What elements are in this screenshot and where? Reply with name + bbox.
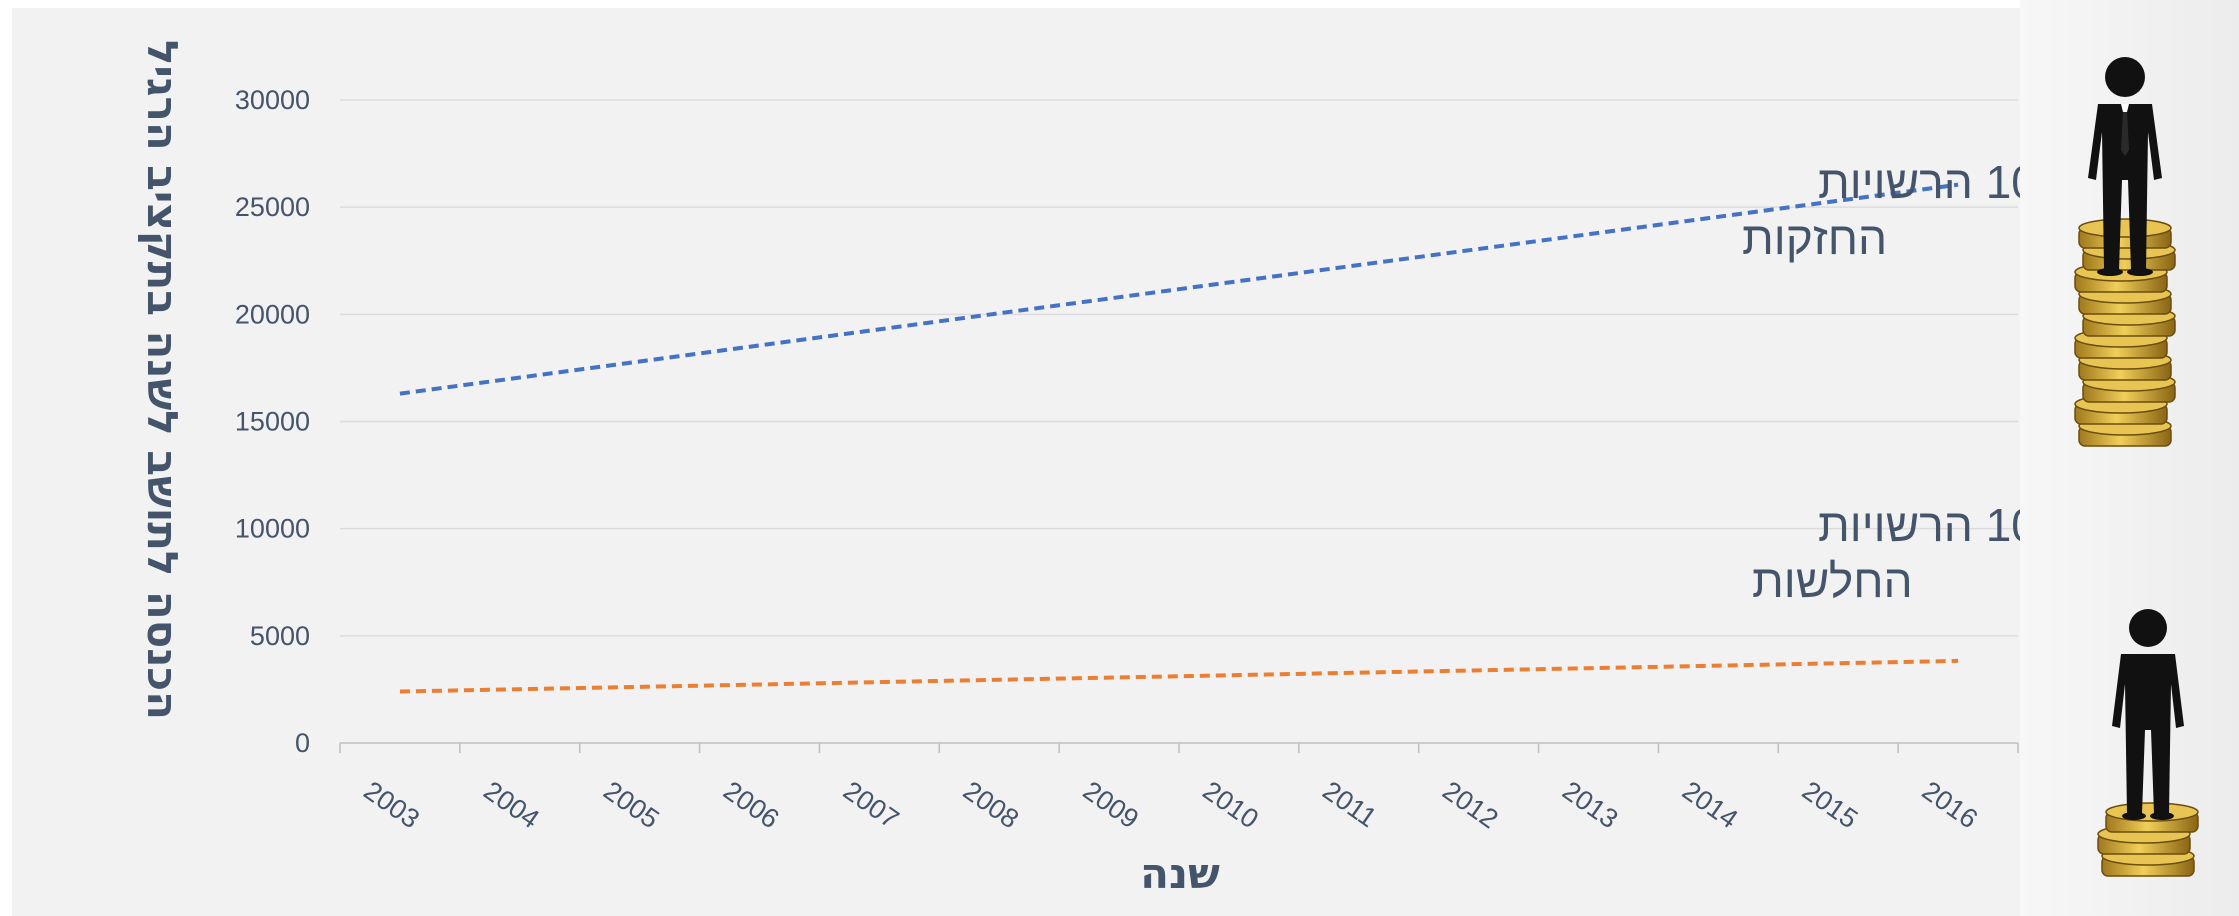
businessman-figure: [2088, 57, 2162, 276]
y-tick-label: 10000: [235, 514, 310, 544]
axes: [339, 742, 2019, 753]
annotation-strong-line2: החזקות: [1742, 212, 1887, 264]
annotation-strong-line1: 10 הרשויות: [1818, 156, 2020, 208]
x-tick-label: 2007: [838, 775, 904, 834]
x-tick-label: 2006: [718, 775, 784, 834]
x-tick-label: 2013: [1557, 775, 1623, 834]
x-axis-title: שנה: [1140, 849, 1220, 898]
short-coin-stack: [2097, 802, 2199, 877]
businessman-on-tall-coin-stack-icon: [2074, 57, 2176, 447]
annotation-weak-line1: 10 הרשויות: [1818, 499, 2020, 551]
man-figure: [2112, 609, 2184, 820]
illustration-panel: [2020, 0, 2239, 916]
annotation-strong: 10 הרשויות החזקות: [1742, 156, 2020, 264]
x-tick-label: 2010: [1197, 775, 1263, 834]
x-tick-label: 2016: [1917, 775, 1983, 834]
series-line-1: [399, 658, 1959, 694]
gridlines: [340, 99, 2018, 637]
y-tick-label: 20000: [235, 299, 310, 329]
y-tick-label: 5000: [250, 621, 310, 651]
coin-top: [2105, 802, 2199, 822]
x-tick-label: 2015: [1797, 775, 1863, 834]
annotation-weak: 10 הרשויות החלשות: [1752, 499, 2020, 607]
tall-coin-stack: [2074, 218, 2176, 447]
x-tick-label: 2008: [958, 775, 1024, 834]
series-lines: [399, 182, 1959, 694]
y-tick-label: 0: [295, 728, 310, 758]
y-tick-label: 25000: [235, 192, 310, 222]
coin-top: [2078, 218, 2172, 238]
tick-labels: 0 5000 10000 15000 20000 25000 30000 2003 2004 20…: [235, 85, 1983, 834]
y-tick-label: 30000: [235, 85, 310, 115]
x-tick-label: 2014: [1677, 775, 1743, 834]
series-line-0: [399, 182, 1959, 396]
x-tick-label: 2012: [1437, 775, 1503, 834]
x-tick-label: 2011: [1317, 775, 1382, 833]
man-on-short-coin-stack-icon: [2097, 609, 2199, 877]
line-chart: 0 5000 10000 15000 20000 25000 30000 2003 2004 20…: [138, 40, 2020, 898]
x-tick-label: 2005: [598, 775, 664, 834]
y-tick-label: 15000: [235, 407, 310, 437]
chart-panel: [12, 8, 2020, 916]
x-tick-label: 2009: [1078, 775, 1144, 834]
annotation-weak-line2: החלשות: [1752, 555, 1913, 607]
x-tick-label: 2003: [358, 775, 424, 834]
x-tick-label: 2004: [478, 775, 544, 834]
y-axis-title: הכנסה לתושב לשנה בתקציב הרגיל: [138, 40, 187, 720]
